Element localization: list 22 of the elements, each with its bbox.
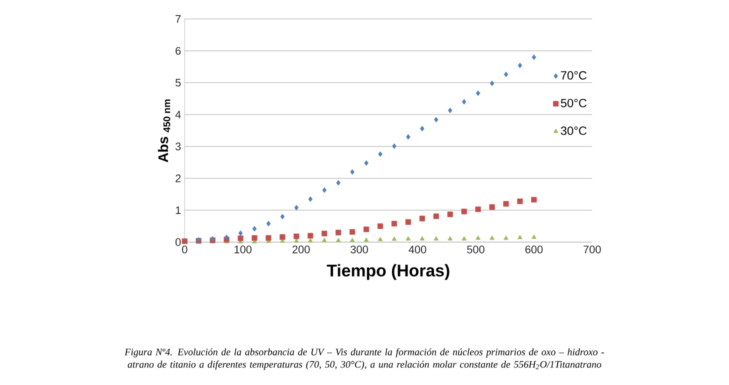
- x-tick-label: 100: [234, 246, 252, 254]
- y-tick-label: 7: [176, 15, 181, 23]
- x-tick-label: 0: [182, 246, 188, 254]
- x-tick-label: 600: [525, 246, 543, 254]
- x-tick-label: 200: [292, 246, 310, 254]
- legend-label: 70°C: [561, 71, 587, 80]
- y-tick-label: 2: [176, 174, 181, 182]
- x-axis-title: Tiempo (Horas): [326, 264, 450, 280]
- y-tick-label: 5: [176, 79, 181, 87]
- text: Figura Nº4. Evolución de la absorbancia de UV – Vis durante la formación de núcleos primarios de oxo – hidroxo - atrano de titanio a diferentes temperaturas (70, 50, 30°C), a una relación molar constante de 556H$_{2}$O/1Titanatrano: [124, 348, 604, 370]
- x-tick-label: 400: [408, 246, 426, 254]
- legend-label: 50°C: [560, 99, 587, 108]
- y-tick-label: 4: [175, 111, 181, 119]
- y-axis-title: Abs $_{450 nm}$: [158, 100, 170, 162]
- legend-label: 30°C: [560, 126, 587, 136]
- y-tick-label: 1: [176, 206, 181, 214]
- y-tick-label: 0: [176, 238, 181, 246]
- x-tick-label: 500: [467, 246, 484, 254]
- y-tick-label: 6: [176, 47, 181, 55]
- x-tick-label: 700: [584, 246, 601, 254]
- y-tick-label: 3: [176, 142, 181, 151]
- x-tick-label: 300: [350, 246, 368, 254]
